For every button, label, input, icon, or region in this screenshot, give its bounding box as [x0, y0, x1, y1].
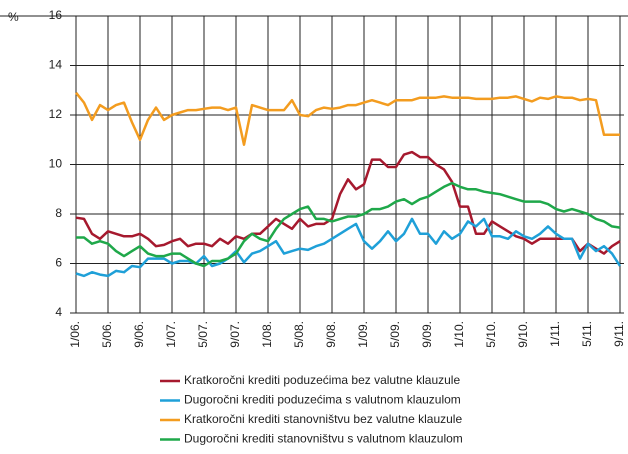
- series-line: [76, 181, 621, 268]
- y-tick-label: 8: [55, 206, 62, 220]
- y-tick-label: 14: [49, 58, 63, 72]
- x-tick-label: 5/06.: [100, 321, 114, 348]
- series-line: [75, 150, 621, 255]
- x-tick-label: 9/10.: [516, 321, 530, 348]
- y-axis-label: %: [8, 10, 19, 24]
- x-tick-label: 5/10.: [484, 321, 498, 348]
- x-tick-label: 9/07.: [228, 321, 242, 348]
- x-tick-label: 1/11.: [548, 321, 562, 347]
- x-tick-label: 9/06.: [132, 321, 146, 348]
- x-tick-label: 5/09.: [388, 321, 402, 348]
- legend-label: Dugoročni krediti poduzećima s valutnom …: [184, 393, 461, 407]
- x-tick-label: 1/09.: [356, 321, 370, 348]
- legend-label: Dugoročni krediti stanovništvu s valutno…: [184, 432, 463, 446]
- x-tick-label: 1/06.: [68, 321, 82, 348]
- x-tick-label: 1/07.: [164, 321, 178, 348]
- x-tick-label: 1/10.: [452, 321, 466, 348]
- legend-label: Kratkoročni krediti stanovništvu bez val…: [184, 412, 462, 426]
- x-tick-label: 5/07.: [196, 321, 210, 348]
- legend-label: Kratkoročni krediti poduzećima bez valut…: [184, 373, 460, 387]
- y-tick-label: 6: [55, 256, 62, 270]
- x-tick-label: 1/08.: [260, 321, 274, 348]
- x-tick-label: 9/11.: [612, 321, 626, 347]
- x-tick-label: 5/08.: [292, 321, 306, 348]
- series-line: [75, 91, 620, 146]
- x-tick-label: 5/11.: [580, 321, 594, 347]
- y-tick-label: 12: [49, 107, 63, 121]
- y-tick-label: 16: [49, 8, 63, 22]
- y-tick-label: 10: [49, 157, 63, 171]
- series-line: [75, 217, 622, 278]
- x-tick-label: 9/08.: [324, 321, 338, 348]
- y-tick-label: 4: [55, 305, 62, 319]
- x-tick-label: 9/09.: [420, 321, 434, 348]
